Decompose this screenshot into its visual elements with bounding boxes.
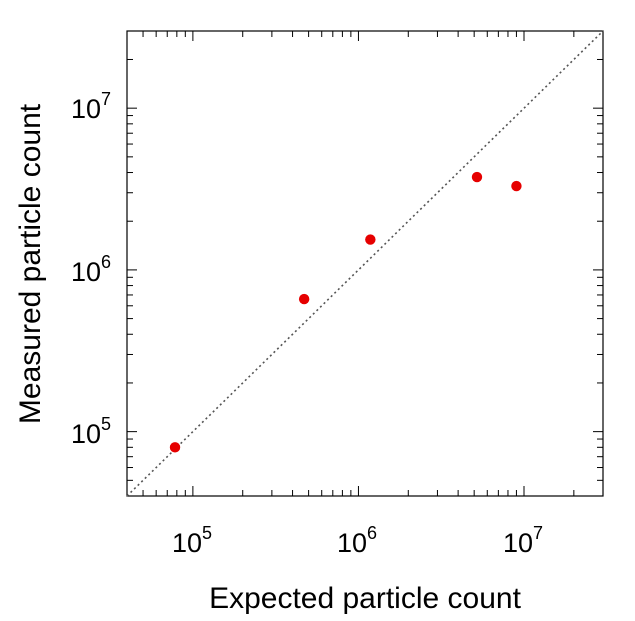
identity-reference-line xyxy=(126,30,604,497)
x-tick-label-1e7: 107 xyxy=(503,523,543,558)
minor-ticks xyxy=(126,30,604,497)
y-tick-label-1e6: 106 xyxy=(71,252,111,287)
y-tick-label-1e7: 107 xyxy=(71,89,111,124)
major-ticks xyxy=(127,31,603,496)
y-axis-title: Measured particle count xyxy=(14,103,47,424)
x-tick-label-1e5: 105 xyxy=(172,523,212,558)
x-tick-label-1e6: 106 xyxy=(337,523,377,558)
data-point-1 xyxy=(169,442,181,453)
x-axis-title: Expected particle count xyxy=(209,582,522,615)
data-points xyxy=(169,171,522,453)
data-point-4 xyxy=(471,171,483,183)
data-point-5 xyxy=(511,180,522,192)
y-tick-label-1e5: 105 xyxy=(71,414,111,449)
plot-frame xyxy=(126,30,604,497)
data-point-3 xyxy=(365,234,376,245)
data-point-2 xyxy=(298,293,310,305)
